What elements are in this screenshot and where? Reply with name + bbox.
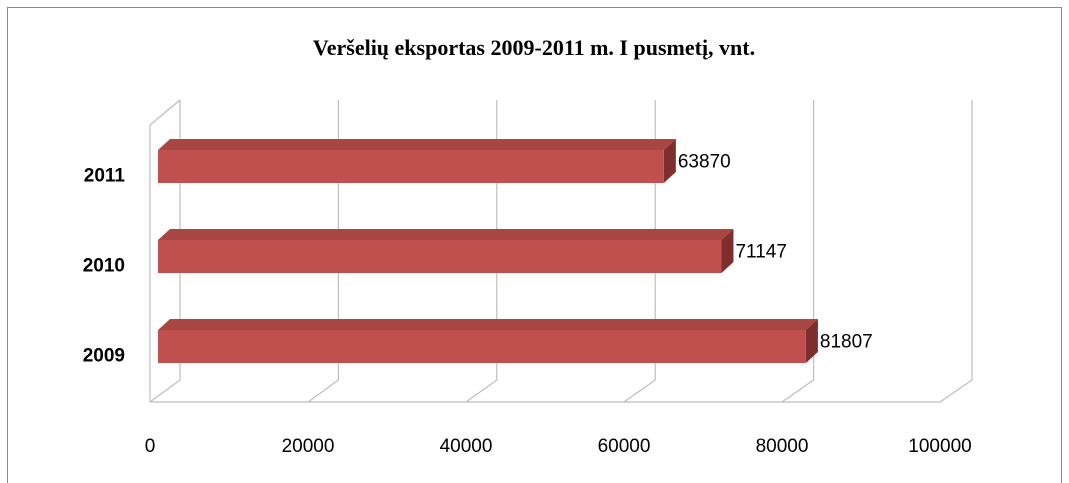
bar-side: [805, 319, 818, 363]
grid-line: [623, 100, 656, 403]
y-tick-label: 2009: [83, 346, 125, 367]
grid-line: [149, 100, 181, 403]
bar-side: [721, 229, 734, 273]
bar-top: [158, 319, 818, 330]
x-tick-label: 100000: [908, 436, 971, 457]
bar: [158, 139, 676, 183]
bar-front: [158, 150, 664, 183]
bar-top: [158, 139, 676, 150]
data-label: 81807: [820, 332, 873, 353]
grid-line: [939, 100, 973, 403]
bar-front: [158, 240, 722, 273]
chart-frame: [7, 7, 1062, 483]
bar: [158, 229, 734, 273]
bar: [158, 319, 818, 363]
left-wall: [149, 99, 181, 402]
x-tick-label: 20000: [282, 436, 335, 457]
x-tick-label: 80000: [756, 436, 809, 457]
y-tick-label: 2010: [83, 256, 125, 277]
bar-side: [663, 139, 676, 183]
data-label: 71147: [735, 242, 786, 263]
bar-top: [158, 229, 734, 240]
x-tick-label: 0: [145, 436, 156, 457]
y-tick-label: 2011: [84, 166, 126, 187]
x-tick-label: 40000: [440, 436, 493, 457]
x-tick-label: 60000: [598, 436, 651, 457]
bar-front: [158, 330, 806, 363]
chart-title: Veršelių eksportas 2009-2011 m. I pusmet…: [313, 35, 755, 60]
grid-line: [781, 100, 815, 403]
data-label: 63870: [678, 152, 731, 173]
grid-line: [465, 100, 498, 403]
grid-line: [307, 100, 339, 403]
